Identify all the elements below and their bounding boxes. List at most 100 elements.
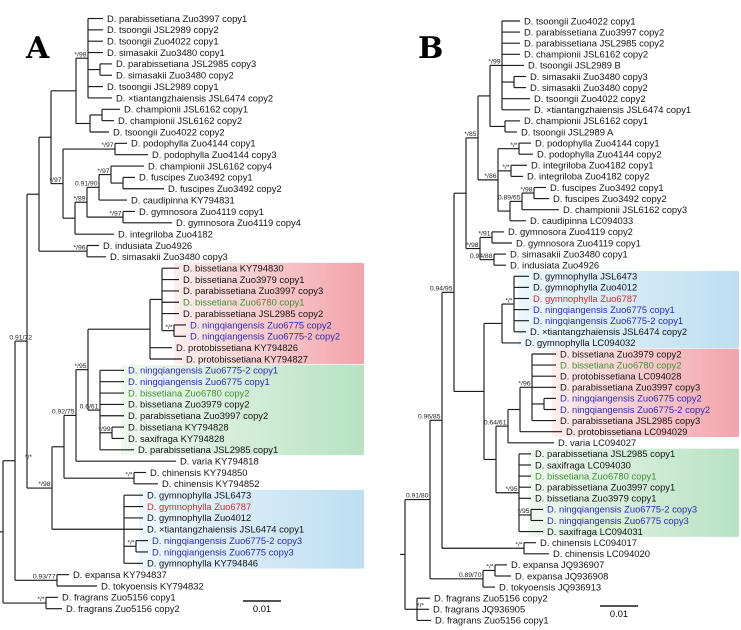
tip-label: D. podophylla Zuo4144 copy2 xyxy=(537,149,662,160)
tip-label: D. ningqiangensis Zuo6775-2 copy3 xyxy=(152,535,302,546)
tip-label: D. parabissetiana Zuo3997 copy3 xyxy=(183,285,323,296)
tip-label: D. simasakii Zuo3480 copy1 xyxy=(107,47,225,58)
tip-label: D. bissetiana Zuo3979 copy1 xyxy=(535,493,656,504)
support-value: 0.93/77 xyxy=(33,574,56,581)
tip-label: D. parabissetiana JSL2985 copy1 xyxy=(138,444,278,455)
clade-box-blue xyxy=(518,271,739,349)
tip-label: D. simasakii Zuo3480 copy3 xyxy=(110,251,228,262)
tip-label: D. ningqiangensis Zuo6775 copy1 xyxy=(128,376,270,387)
tip-label: D. bissetiana Zuo6780 copy1 xyxy=(535,470,656,481)
tip-label: D. gymnosora Zuo4119 copy1 xyxy=(139,206,264,217)
tip-label: D. ningqiangensis Zuo6775 copy3 xyxy=(152,546,294,557)
support-value: 0.92/75 xyxy=(52,409,75,416)
tip-label: D. bissetiana KY794830 xyxy=(183,263,284,274)
support-value: 0.89/65 xyxy=(498,195,521,202)
tip-label: D. tsoongii JSL2989 B xyxy=(528,60,621,71)
tip-label: D. indusiata Zuo4926 xyxy=(510,260,599,271)
clade-box-green xyxy=(121,365,364,456)
tree-branches xyxy=(400,20,562,621)
tip-label: D. podophylla Zuo4144 copy3 xyxy=(152,149,277,160)
tip-label: D. ×tiantangzhaiensis JSL6474 copy2 xyxy=(530,326,687,337)
support-value: */95 xyxy=(505,486,517,493)
support-value: */86 xyxy=(484,173,496,180)
tip-label: D. podophylla Zuo4144 copy1 xyxy=(535,137,660,148)
support-value: */89 xyxy=(73,195,85,202)
tip-label: D. gymnophylla Zuo4012 xyxy=(533,282,637,293)
tip-label: D. fuscipes Zuo3492 copy2 xyxy=(168,183,282,194)
tip-label: D. gymnosora Zuo4119 copy2 xyxy=(508,226,633,237)
tip-label: D. expansa JQ936908 xyxy=(515,570,608,581)
tip-label: D. championii JSL6162 copy1 xyxy=(524,115,648,126)
tip-label: D. fuscipes Zuo3492 copy1 xyxy=(139,172,253,183)
support-value: */99 xyxy=(488,59,500,66)
support-value: */95 xyxy=(517,508,529,515)
tip-label: D. saxifraga LC094031 xyxy=(547,526,643,537)
support-value: */* xyxy=(505,297,513,304)
tip-label: D. varia KY794818 xyxy=(180,455,259,466)
tip-label: D. simasakii Zuo3480 copy3 xyxy=(530,71,648,82)
support-value: */97 xyxy=(109,210,121,217)
support-value: */97 xyxy=(49,177,61,184)
tip-label: D. tsoongii Zuo4022 copy1 xyxy=(107,36,219,47)
tip-label: D. tokyoensis KY794832 xyxy=(101,580,204,591)
support-value: 0.64/61 xyxy=(484,419,507,426)
tip-label: D. championii JSL6162 copy3 xyxy=(563,204,687,215)
support-value: */98 xyxy=(520,186,532,193)
tip-label: D. expansa KY794837 xyxy=(73,569,167,580)
tip-label: D. chinensis LC094020 xyxy=(553,548,650,559)
tip-label: D. bissetiana Zuo6780 copy2 xyxy=(128,387,249,398)
support-value: 0.91/90 xyxy=(75,181,98,188)
tip-label: D. tsoongii Zuo4022 copy2 xyxy=(534,93,646,104)
support-value: 0.91/80 xyxy=(406,493,429,500)
tip-label: D. tsoongii JSL2989 copy1 xyxy=(107,81,219,92)
tip-label: D. ningqiangensis Zuo6775 copy3 xyxy=(547,515,689,526)
tip-label: D. parabissetiana Zuo3997 copy2 xyxy=(524,26,664,37)
support-value: 0.94/95 xyxy=(430,286,453,293)
clade-box-blue xyxy=(139,489,364,569)
tip-label: D. chinensis KY794850 xyxy=(150,467,247,478)
scale-bar-label: 0.01 xyxy=(253,603,271,614)
tip-label: D. parabissetiana Zuo3997 copy3 xyxy=(560,382,700,393)
tip-label: D. championii JSL6162 copy2 xyxy=(524,49,648,60)
tip-label: D. varia LC094027 xyxy=(558,437,636,448)
support-value: 0.89/70 xyxy=(459,572,482,579)
tip-label: D. parabissetiana Zuo3997 copy1 xyxy=(107,13,247,24)
tip-label: D. integriloba Zuo4182 copy1 xyxy=(531,160,653,171)
tip-label: D. tsoongii JSL2989 A xyxy=(521,126,614,137)
support-value: */* xyxy=(37,596,45,603)
clade-box-pink xyxy=(174,262,364,365)
tip-label: D. tsoongii Zuo4022 copy1 xyxy=(524,15,636,26)
support-value: */* xyxy=(165,324,173,331)
tip-label: D. ×tiantangzhaiensis JSL6474 copy1 xyxy=(147,524,304,535)
tip-label: D. saxifraga LC094030 xyxy=(535,459,631,470)
support-value: */* xyxy=(510,142,518,149)
tip-label: D. championii JSL6162 copy2 xyxy=(118,115,242,126)
tip-label: D. simasakii Zuo3480 copy2 xyxy=(530,82,648,93)
tip-label: D. tsoongii JSL2989 copy2 xyxy=(107,24,219,35)
tip-label: D. protobissetiana LC094028 xyxy=(560,371,681,382)
tip-label: D. indusiata Zuo4926 xyxy=(103,240,192,251)
tip-label: D. parabissetiana JSL2985 copy2 xyxy=(183,308,323,319)
scale-bar-label: 0.01 xyxy=(610,608,628,619)
tip-label: D. integriloba Zuo4182 xyxy=(118,228,213,239)
tip-label: D. championii JSL6162 copy1 xyxy=(124,104,248,115)
tip-label: D. fragrans Zuo5156 copy1 xyxy=(62,592,176,603)
tip-label: D. simasakii Zuo3480 copy1 xyxy=(510,248,628,259)
tip-label: D. simasakii Zuo3480 copy2 xyxy=(116,70,234,81)
tip-label: D. ningqiangensis Zuo6775 copy2 xyxy=(560,393,702,404)
support-values: */98 */97 */97 0.91/90 */97 */89 */97 */96 */* */… xyxy=(9,51,173,603)
tip-label: D. fuscipes Zuo3492 copy2 xyxy=(553,193,667,204)
tip-label: D. protobissetiana KY794827 xyxy=(186,353,308,364)
tip-label: D. championii JSL6162 copy4 xyxy=(148,160,272,171)
clade-box-pink xyxy=(552,348,739,437)
support-value: */* xyxy=(25,454,33,461)
support-value: */97 xyxy=(97,168,109,175)
support-value: */91 xyxy=(478,231,490,238)
tip-label: D. fuscipes Zuo3492 copy1 xyxy=(550,182,664,193)
tip-label: D. chinensis KY794852 xyxy=(162,478,259,489)
tip-label: D. ×tiantangzhaiensis JSL6474 copy1 xyxy=(534,104,691,115)
panel-a-label: A xyxy=(26,31,50,66)
